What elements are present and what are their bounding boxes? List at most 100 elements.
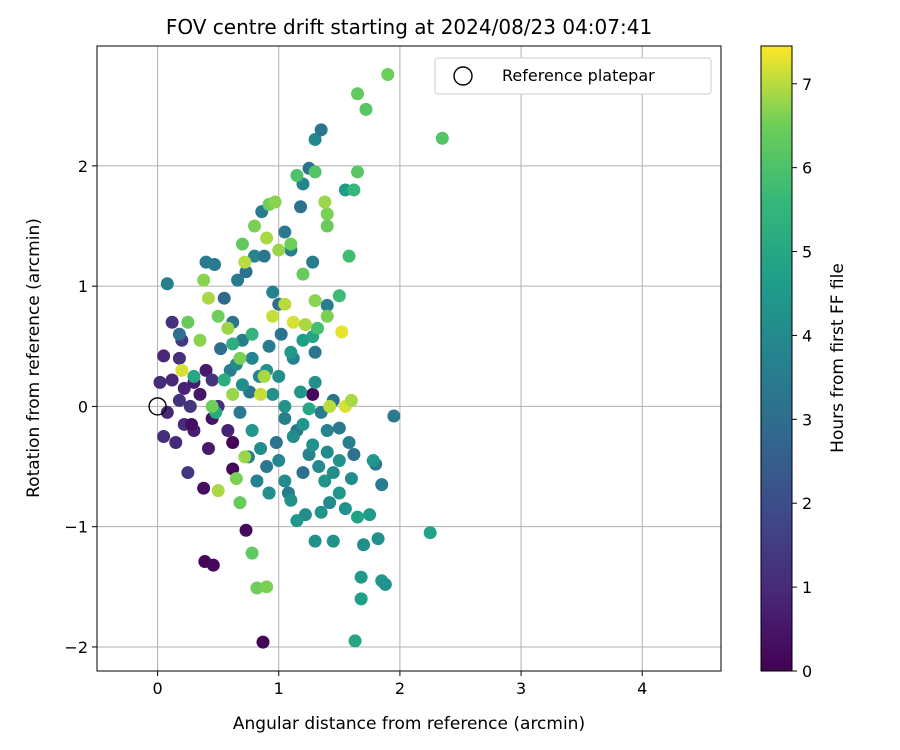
data-point — [205, 373, 219, 387]
data-point — [332, 421, 346, 435]
data-point — [272, 369, 286, 383]
data-point — [245, 351, 259, 365]
data-point — [278, 297, 292, 311]
colorbar-tick-label: 6 — [802, 159, 812, 178]
data-point — [217, 291, 231, 305]
data-point — [381, 68, 395, 82]
legend-marker — [453, 66, 473, 86]
data-point — [290, 169, 304, 183]
data-points — [148, 68, 449, 649]
data-point — [239, 523, 253, 537]
y-tick-label: 1 — [78, 277, 88, 296]
colorbar-tick-label: 2 — [802, 494, 812, 513]
axes: 0 1 2 3 4 −2 −1 0 1 2 — [64, 45, 722, 698]
data-point — [366, 454, 380, 468]
data-point — [269, 436, 283, 450]
data-point — [278, 399, 292, 413]
data-point — [185, 417, 199, 431]
data-point — [268, 195, 282, 209]
colorbar: 0 1 2 3 4 5 6 7 — [760, 45, 812, 681]
data-point — [363, 508, 377, 522]
data-point — [308, 132, 322, 146]
data-point — [175, 363, 189, 377]
data-point — [308, 375, 322, 389]
data-point — [197, 273, 211, 287]
data-point — [344, 472, 358, 486]
data-point — [272, 454, 286, 468]
data-point — [318, 195, 332, 209]
data-point — [250, 581, 264, 595]
data-point — [338, 502, 352, 516]
data-point — [314, 123, 328, 137]
data-point — [387, 409, 401, 423]
data-point — [294, 200, 308, 214]
data-point — [274, 327, 288, 341]
data-point — [302, 402, 316, 416]
data-point — [233, 351, 247, 365]
data-point — [177, 381, 191, 395]
data-point — [296, 466, 310, 480]
data-point — [266, 309, 280, 323]
data-point — [335, 325, 349, 339]
data-point — [226, 337, 240, 351]
data-point — [260, 231, 274, 245]
data-point — [332, 454, 346, 468]
data-point — [347, 448, 361, 462]
y-tick-label: 2 — [78, 157, 88, 176]
data-point — [351, 87, 365, 101]
chart-title: FOV centre drift starting at 2024/08/23 … — [166, 15, 652, 39]
x-tick-label: 3 — [516, 679, 526, 698]
data-point — [169, 436, 183, 450]
data-point — [248, 249, 262, 263]
data-point — [254, 387, 268, 401]
y-tick-label: −1 — [64, 518, 88, 537]
data-point — [344, 393, 358, 407]
reference-point-marker — [148, 397, 167, 416]
data-point — [308, 534, 322, 548]
x-axis-label: Angular distance from reference (arcmin) — [233, 714, 585, 734]
data-point — [172, 327, 186, 341]
data-point — [359, 102, 373, 116]
data-point — [314, 505, 328, 519]
data-point — [221, 423, 235, 437]
data-point — [157, 429, 171, 443]
colorbar-tick-label: 7 — [802, 75, 812, 94]
data-point — [306, 255, 320, 269]
data-point — [229, 472, 243, 486]
data-point — [272, 243, 286, 257]
data-point — [332, 486, 346, 500]
data-point — [286, 315, 300, 329]
data-point — [199, 363, 213, 377]
data-point — [205, 399, 219, 413]
data-point — [308, 294, 322, 308]
data-point — [183, 399, 197, 413]
data-point — [326, 534, 340, 548]
legend-label: Reference platepar — [502, 66, 655, 85]
data-point — [172, 351, 186, 365]
data-point — [296, 417, 310, 431]
data-point — [266, 387, 280, 401]
data-point — [296, 267, 310, 281]
data-point — [306, 387, 320, 401]
data-point — [260, 580, 274, 594]
data-point — [323, 496, 337, 510]
data-point — [214, 342, 228, 356]
data-point — [320, 207, 334, 221]
data-point — [206, 558, 220, 572]
data-point — [284, 345, 298, 359]
colorbar-tick-label: 0 — [802, 662, 812, 681]
data-point — [181, 315, 195, 329]
data-point — [320, 219, 334, 233]
data-point — [257, 249, 271, 263]
data-point — [245, 546, 259, 560]
data-point — [187, 369, 201, 383]
data-point — [157, 349, 171, 363]
data-point — [308, 165, 322, 179]
data-point — [290, 514, 304, 528]
data-point — [342, 436, 356, 450]
plot-area — [97, 46, 721, 671]
data-point — [332, 289, 346, 303]
data-point — [238, 450, 252, 464]
data-point — [375, 478, 389, 492]
